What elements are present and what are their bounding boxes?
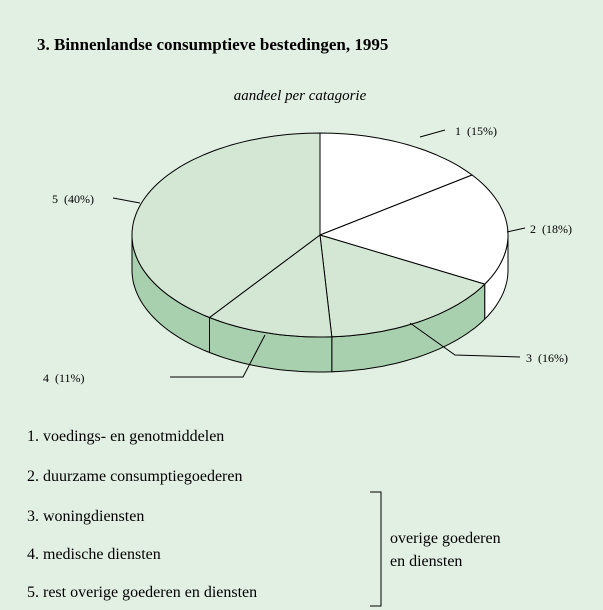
group-bracket	[370, 491, 382, 607]
slice-label: (18%)	[542, 222, 572, 236]
leader-line	[409, 322, 521, 358]
chart-title: 3. Binnenlandse consumptieve bestedingen…	[37, 35, 388, 54]
pie-slice	[131, 132, 321, 319]
legend-item: 5. rest overige goederen en diensten	[27, 584, 257, 601]
slice-label: (16%)	[538, 351, 568, 365]
leader-line	[112, 197, 141, 204]
leader-line	[506, 227, 526, 233]
pie-slice	[318, 174, 509, 285]
slice-label: (15%)	[467, 124, 497, 138]
leader-line	[419, 129, 446, 138]
group-label: en diensten	[390, 553, 462, 570]
slice-category: 5	[52, 192, 58, 206]
pie-slice	[319, 234, 486, 338]
slice-category: 1	[455, 124, 461, 138]
legend-item: 1. voedings- en genotmiddelen	[27, 428, 224, 445]
slice-category: 4	[43, 371, 49, 385]
legend-item: 3. woningdiensten	[27, 508, 144, 525]
group-label: overige goederen	[390, 530, 501, 547]
pie-slice	[208, 234, 333, 338]
leader-line	[170, 334, 266, 378]
slice-category: 3	[526, 351, 532, 365]
pie-slice	[319, 132, 474, 236]
slice-category: 2	[530, 222, 536, 236]
legend-item: 2. duurzame consumptiegoederen	[27, 468, 242, 485]
legend-item: 4. medische diensten	[27, 546, 161, 563]
slice-label: (40%)	[64, 192, 94, 206]
chart-subtitle: aandeel per catagorie	[234, 88, 367, 104]
slice-label: (11%)	[55, 371, 85, 385]
